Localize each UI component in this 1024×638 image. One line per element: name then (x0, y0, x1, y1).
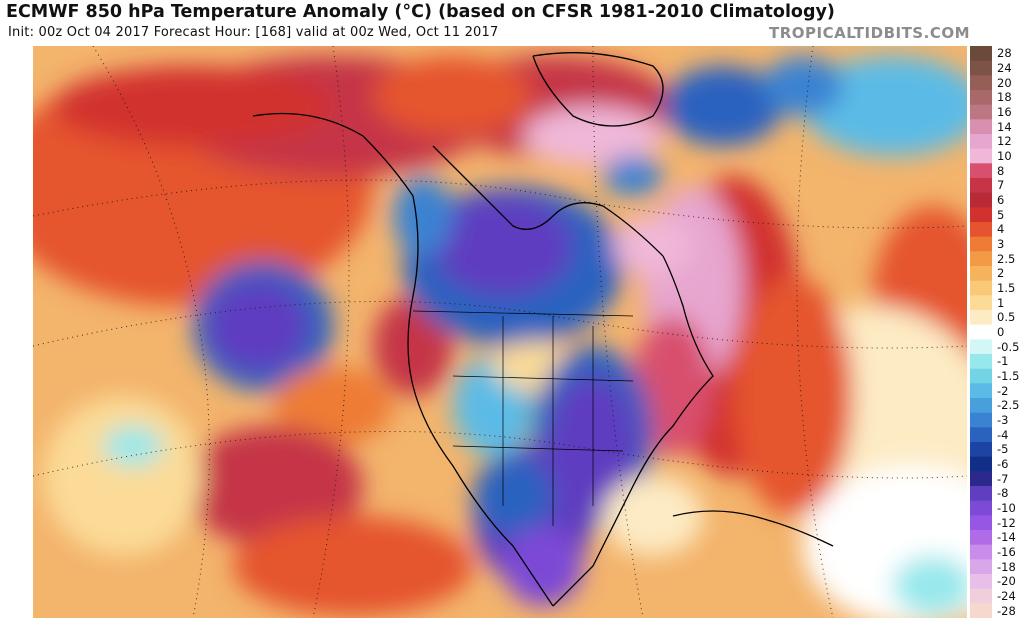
colorbar-swatch (970, 603, 992, 618)
colorbar-swatch (970, 530, 992, 546)
colorbar-swatch (970, 324, 992, 340)
colorbar-swatch (970, 266, 992, 282)
colorbar-swatch (970, 398, 992, 414)
colorbar-tick-label: -28 (997, 603, 1016, 618)
colorbar-swatch (970, 515, 992, 531)
colorbar-tick-label: 24 (997, 61, 1012, 75)
map-title: ECMWF 850 hPa Temperature Anomaly (°C) (… (6, 2, 835, 22)
colorbar-tick-label: 10 (997, 149, 1012, 163)
colorbar-tick-label: -3 (997, 413, 1009, 427)
colorbar-tick-label: 14 (997, 119, 1012, 134)
colorbar-tick-label: -14 (997, 530, 1016, 545)
coastlines (252, 52, 834, 607)
colorbar-tick-label: -10 (997, 501, 1016, 515)
colorbar-tick-label: -16 (997, 545, 1016, 559)
colorbar-swatch (970, 134, 992, 150)
colorbar-tick-label: -8 (997, 486, 1009, 501)
colorbar-swatch (970, 60, 992, 76)
colorbar-swatch (970, 148, 992, 164)
colorbar-tick-label: 4 (997, 222, 1005, 237)
colorbar-tick-label: -4 (997, 427, 1009, 442)
colorbar-tick-label: -2.5 (997, 398, 1020, 413)
colorbar-swatch (970, 588, 992, 604)
site-brand[interactable]: TROPICALTIDBITS.COM (769, 24, 970, 42)
colorbar-swatch (970, 251, 992, 267)
colorbar-tick-label: 18 (997, 90, 1012, 105)
colorbar-tick-label: -2 (997, 383, 1009, 398)
colorbar-swatch (970, 427, 992, 443)
colorbar-swatch (970, 456, 992, 472)
colorbar-swatch (970, 295, 992, 311)
colorbar-swatch (970, 236, 992, 252)
colorbar-swatch (970, 544, 992, 560)
colorbar-swatch (970, 75, 992, 91)
colorbar (970, 46, 992, 618)
colorbar-tick-label: 6 (997, 193, 1005, 207)
colorbar-swatch (970, 222, 992, 238)
colorbar-swatch (970, 46, 992, 62)
colorbar-tick-label: 12 (997, 134, 1012, 149)
anomaly-map (33, 46, 967, 618)
colorbar-tick-label: 2.5 (997, 251, 1016, 266)
anomaly-field (33, 56, 967, 618)
colorbar-tick-label: 20 (997, 75, 1012, 90)
colorbar-tick-label: -1.5 (997, 369, 1020, 383)
colorbar-swatch (970, 90, 992, 106)
colorbar-swatch (970, 339, 992, 355)
colorbar-tick-label: 0.5 (997, 310, 1016, 325)
colorbar-tick-label: -1 (997, 354, 1009, 369)
colorbar-swatch (970, 500, 992, 516)
colorbar-tick-label: 16 (997, 105, 1012, 119)
colorbar-tick-label: 2 (997, 266, 1005, 281)
colorbar-swatch (970, 192, 992, 208)
colorbar-swatch (970, 471, 992, 487)
colorbar-tick-label: -12 (997, 515, 1016, 530)
colorbar-tick-label: -24 (997, 589, 1016, 603)
colorbar-tick-label: -0.5 (997, 339, 1020, 354)
colorbar-tick-label: -20 (997, 574, 1016, 589)
colorbar-swatch (970, 310, 992, 326)
colorbar-swatch (970, 412, 992, 428)
colorbar-swatch (970, 442, 992, 458)
colorbar-swatch (970, 354, 992, 370)
colorbar-swatch (970, 383, 992, 399)
colorbar-tick-label: -6 (997, 457, 1009, 471)
borders (412, 310, 634, 526)
colorbar-swatch (970, 574, 992, 590)
colorbar-swatch (970, 280, 992, 296)
colorbar-swatch (970, 104, 992, 120)
colorbar-tick-label: 1.5 (997, 281, 1016, 295)
colorbar-tick-label: 1 (997, 295, 1005, 310)
colorbar-swatch (970, 178, 992, 194)
colorbar-tick-label: 8 (997, 163, 1005, 178)
colorbar-swatch (970, 119, 992, 135)
colorbar-swatch (970, 368, 992, 384)
colorbar-tick-label: -5 (997, 442, 1009, 457)
colorbar-swatch (970, 207, 992, 223)
colorbar-tick-label: 7 (997, 178, 1005, 193)
forecast-info: Init: 00z Oct 04 2017 Forecast Hour: [16… (8, 25, 499, 40)
colorbar-tick-label: 5 (997, 207, 1005, 222)
colorbar-swatch (970, 559, 992, 575)
colorbar-tick-label: 0 (997, 325, 1005, 339)
colorbar-swatch (970, 163, 992, 179)
colorbar-tick-label: -18 (997, 559, 1016, 574)
colorbar-tick-label: 3 (997, 237, 1005, 251)
colorbar-tick-label: 28 (997, 46, 1012, 61)
colorbar-tick-label: -7 (997, 471, 1009, 486)
colorbar-swatch (970, 486, 992, 502)
